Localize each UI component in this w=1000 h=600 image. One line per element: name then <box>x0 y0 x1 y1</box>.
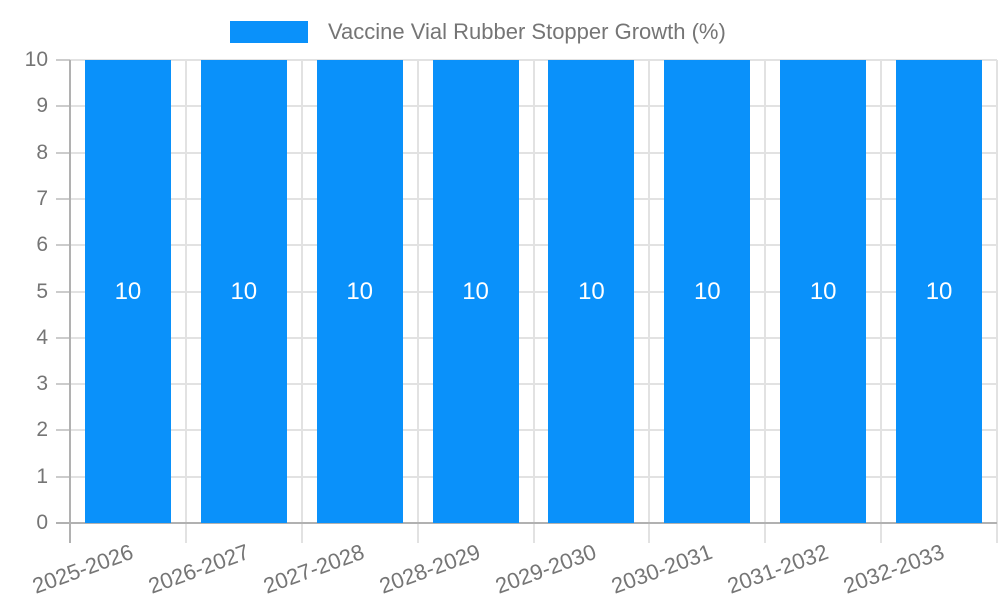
bar-value-label: 10 <box>925 277 953 305</box>
bar-value-label: 10 <box>346 277 374 305</box>
y-axis-label: 6 <box>36 233 48 257</box>
bar-value-label: 10 <box>693 277 721 305</box>
y-axis-tick <box>56 383 70 386</box>
y-axis-tick <box>56 429 70 432</box>
bar[interactable]: 10 <box>896 60 983 523</box>
bar[interactable]: 10 <box>84 60 171 523</box>
legend-swatch <box>230 21 308 43</box>
bar-value-label: 10 <box>114 277 142 305</box>
bar-value-label: 10 <box>230 277 258 305</box>
x-axis-line <box>56 522 997 524</box>
x-axis-label: 2027-2028 <box>260 539 368 599</box>
bar[interactable]: 10 <box>432 60 519 523</box>
y-axis-line <box>69 60 71 543</box>
y-axis-tick <box>56 475 70 478</box>
gridline-vertical <box>764 60 767 543</box>
legend[interactable]: Vaccine Vial Rubber Stopper Growth (%) <box>0 0 1000 50</box>
x-axis-label: 2032-2033 <box>839 539 948 599</box>
y-axis-tick <box>56 151 70 154</box>
y-axis-label: 7 <box>36 186 48 210</box>
y-axis-tick <box>56 290 70 293</box>
bar[interactable]: 10 <box>780 60 867 523</box>
x-axis-label: 2026-2027 <box>144 539 253 599</box>
bar-value-label: 10 <box>809 277 837 305</box>
x-axis-label: 2029-2030 <box>492 539 600 599</box>
bar[interactable]: 10 <box>664 60 751 523</box>
y-axis-tick <box>56 59 70 61</box>
gridline-vertical <box>880 60 883 543</box>
bar[interactable]: 10 <box>200 60 287 523</box>
y-axis-label: 8 <box>36 140 48 164</box>
x-axis-label: 2028-2029 <box>376 539 484 599</box>
x-axis-label: 2030-2031 <box>608 539 716 599</box>
x-axis-label: 2025-2026 <box>28 539 137 599</box>
y-axis-label: 0 <box>36 511 48 534</box>
gridline-vertical <box>648 60 651 543</box>
y-axis-tick <box>56 336 70 339</box>
y-axis-label: 1 <box>36 464 48 488</box>
legend-label: Vaccine Vial Rubber Stopper Growth (%) <box>328 19 726 44</box>
x-axis-label: 2031-2032 <box>723 539 832 599</box>
bar-value-label: 10 <box>462 277 489 305</box>
y-axis-label: 4 <box>36 325 48 349</box>
y-axis-label: 5 <box>36 279 48 303</box>
gridline-vertical <box>532 60 535 543</box>
y-axis-label: 10 <box>24 48 48 71</box>
gridline-vertical <box>996 60 998 543</box>
y-axis-label: 2 <box>36 418 48 442</box>
gridline-vertical <box>416 60 419 543</box>
y-axis-tick <box>56 197 70 200</box>
gridline-vertical <box>300 60 303 543</box>
bar[interactable]: 10 <box>548 60 635 523</box>
gridline-vertical <box>184 60 187 543</box>
y-axis-label: 3 <box>36 372 48 396</box>
y-axis-tick <box>56 105 70 108</box>
y-axis-label: 9 <box>36 94 48 118</box>
bar[interactable]: 10 <box>316 60 403 523</box>
bar-value-label: 10 <box>578 277 605 305</box>
y-axis-tick <box>56 244 70 247</box>
